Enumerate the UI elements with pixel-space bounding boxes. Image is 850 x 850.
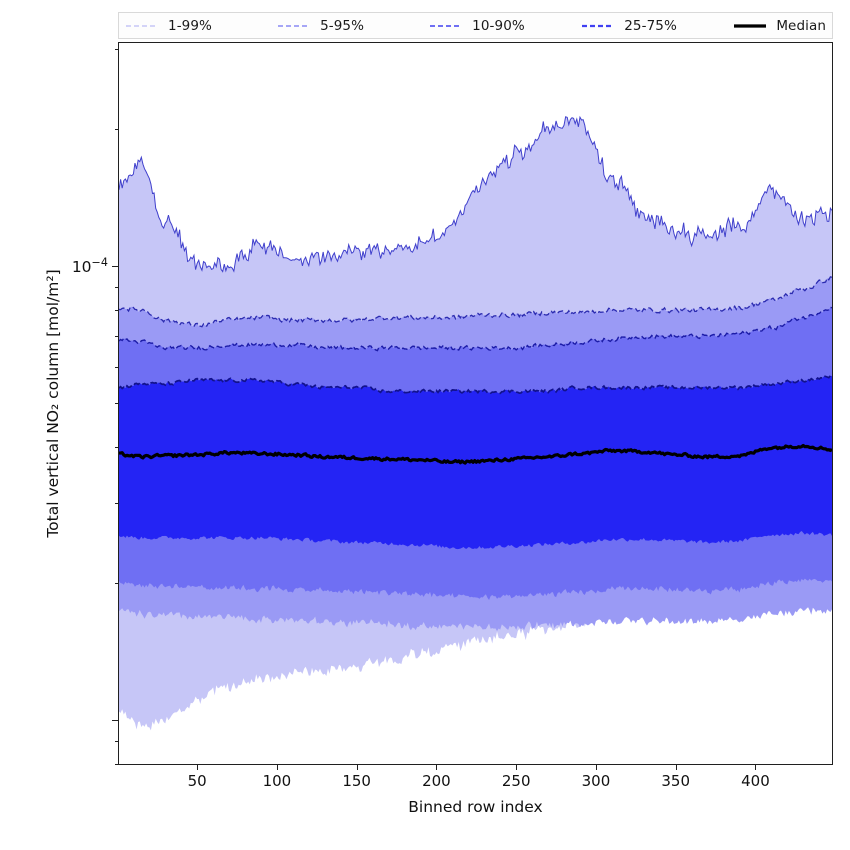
- plot-area: [118, 42, 833, 765]
- legend-swatch-5-95: [278, 24, 311, 27]
- legend-swatch-10-90: [430, 24, 463, 27]
- legend-label-5-95: 5-95%: [320, 17, 365, 34]
- legend-swatch-25-75: [582, 24, 615, 27]
- x-tick-label: 400: [741, 772, 770, 790]
- edge-line-p95: [119, 276, 832, 328]
- legend-label-10-90: 10-90%: [472, 17, 525, 34]
- percentile-band-plot: [119, 115, 832, 731]
- legend-entry-median: Median: [733, 18, 826, 34]
- edge-line-p99: [119, 115, 832, 273]
- chart-legend: 1-99% 5-95% 10-90% 25-75% Median: [118, 12, 833, 39]
- legend-entry-25-75: 25-75%: [581, 18, 733, 34]
- x-tick-label: 100: [262, 772, 292, 790]
- legend-label-median: Median: [776, 17, 827, 34]
- x-axis-label: Binned row index: [408, 798, 543, 816]
- y-tick-label: 10−4: [71, 255, 108, 277]
- legend-label-1-99: 1-99%: [168, 17, 212, 34]
- legend-swatch-1-99: [126, 24, 158, 27]
- x-tick-label: 200: [422, 772, 451, 790]
- x-tick-label: 250: [501, 772, 531, 790]
- legend-entry-1-99: 1-99%: [125, 18, 277, 34]
- x-tick-label: 350: [661, 772, 690, 790]
- median-line: [119, 443, 832, 465]
- legend-swatch-median: [734, 23, 767, 28]
- edge-line-p90: [119, 306, 832, 352]
- x-tick-label: 50: [187, 772, 207, 790]
- edge-line-p75: [119, 374, 832, 395]
- x-tick-label: 150: [342, 772, 371, 790]
- legend-label-25-75: 25-75%: [624, 17, 677, 34]
- legend-entry-5-95: 5-95%: [277, 18, 429, 34]
- legend-entry-10-90: 10-90%: [429, 18, 581, 34]
- x-tick-label: 300: [581, 772, 611, 790]
- y-axis-label: Total vertical NO₂ column [mol/m²]: [44, 269, 62, 538]
